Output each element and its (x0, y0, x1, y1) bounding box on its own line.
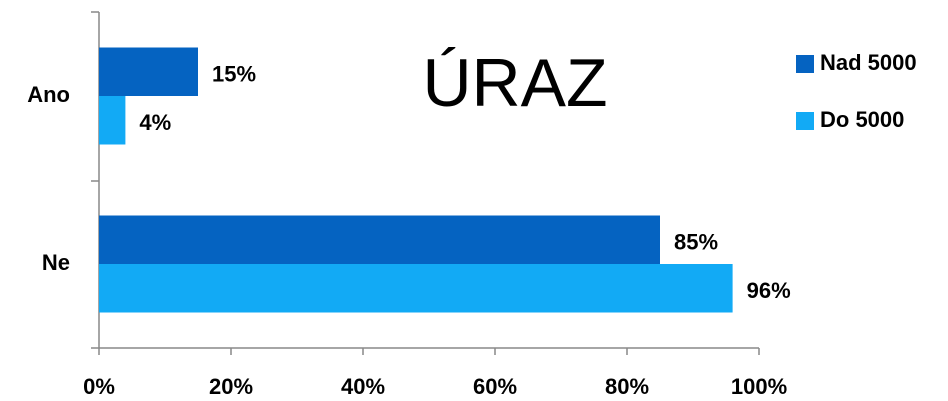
bar (99, 215, 660, 264)
y-tick-label: Ne (42, 250, 70, 275)
bar (99, 96, 126, 145)
legend-swatch (796, 55, 814, 73)
x-tick-label: 100% (731, 374, 787, 399)
x-tick-label: 40% (341, 374, 385, 399)
legend-swatch (796, 112, 814, 130)
y-tick-label: Ano (27, 82, 70, 107)
data-label: 15% (212, 62, 256, 87)
x-tick-label: 20% (209, 374, 253, 399)
data-label: 96% (747, 278, 791, 303)
chart-title: ÚRAZ (422, 45, 607, 121)
legend-label: Do 5000 (820, 107, 904, 132)
bar (99, 264, 733, 313)
bar (99, 47, 198, 96)
data-label: 85% (674, 230, 718, 255)
x-tick-label: 80% (605, 374, 649, 399)
data-label: 4% (139, 110, 171, 135)
x-tick-label: 0% (83, 374, 115, 399)
legend-label: Nad 5000 (820, 50, 917, 75)
x-tick-label: 60% (473, 374, 517, 399)
